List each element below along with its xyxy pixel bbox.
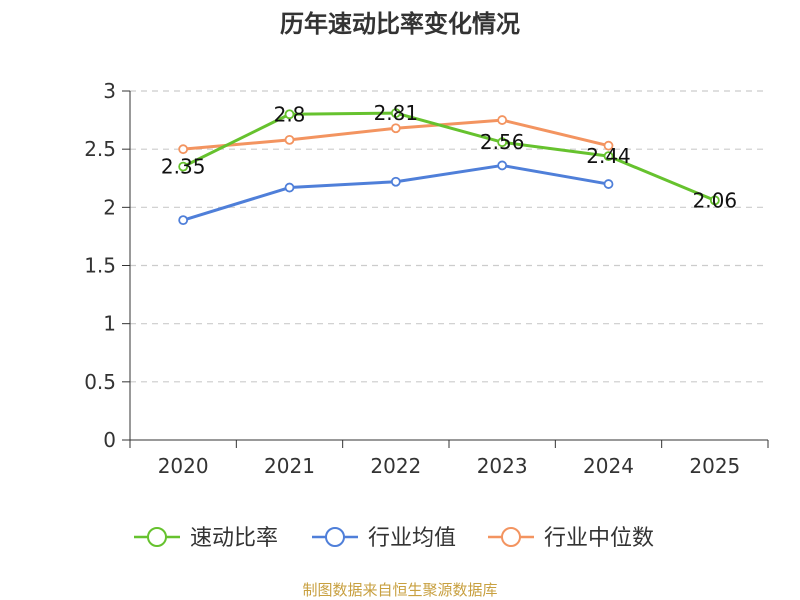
legend-item-2[interactable]: 行业中位数 [488,526,654,551]
data-point [284,182,295,193]
legend-label: 行业中位数 [544,526,654,551]
y-tick-label: 2 [103,195,116,219]
data-label: 2.35 [161,155,206,179]
data-point [390,123,401,134]
y-tick-label: 2.5 [84,137,116,161]
series-line-0 [182,111,716,202]
x-tick-label: 2024 [583,454,634,478]
data-labels: 2.35 2.8 2.81 2.56 2.44 2.06 [161,101,737,212]
legend-item-0[interactable]: 速动比率 [134,526,278,551]
legend-marker [325,527,345,547]
data-label: 2.06 [693,188,738,212]
x-tick-label: 2020 [158,454,209,478]
chart-title: 历年速动比率变化情况 [280,10,520,38]
x-tick-label: 2021 [264,454,315,478]
legend[interactable]: 速动比率 行业均值 行业中位数 [134,526,654,551]
x-tick-label: 2023 [477,454,528,478]
data-point [497,115,508,125]
data-point [603,151,614,162]
y-tick-label: 0.5 [84,370,116,394]
data-point [603,140,614,151]
legend-label: 速动比率 [190,526,278,551]
data-point [603,179,614,189]
legend-item-1[interactable]: 行业均值 [312,526,456,551]
data-point [178,144,189,155]
y-tick-label: 0 [103,428,116,452]
data-label: 2.81 [374,101,419,125]
data-point [709,195,720,206]
series-line-1 [182,163,609,222]
data-point [284,134,295,145]
legend-marker [147,527,167,547]
axes: 0 0.5 1 1.5 2 2.5 3 2020 2021 2022 2023 2024 2025 [84,79,769,478]
data-point [497,160,508,171]
legend-marker [501,527,521,547]
y-tick-label: 3 [103,79,116,103]
legend-label: 行业均值 [368,526,456,551]
data-label: 2.8 [274,102,306,126]
grid [130,90,768,383]
series-layer [178,108,720,226]
data-point [497,137,508,148]
y-tick-label: 1 [103,312,116,336]
data-label: 2.44 [586,144,631,168]
x-tick-label: 2025 [689,454,740,478]
data-point [284,109,295,120]
data-point [178,161,189,172]
data-point [390,176,401,187]
x-tick-label: 2022 [370,454,421,478]
data-point [178,215,189,226]
y-tick-label: 1.5 [84,254,116,278]
data-label: 2.56 [480,130,525,154]
source-note: 制图数据来自恒生聚源数据库 [302,581,497,599]
data-point [390,108,401,119]
